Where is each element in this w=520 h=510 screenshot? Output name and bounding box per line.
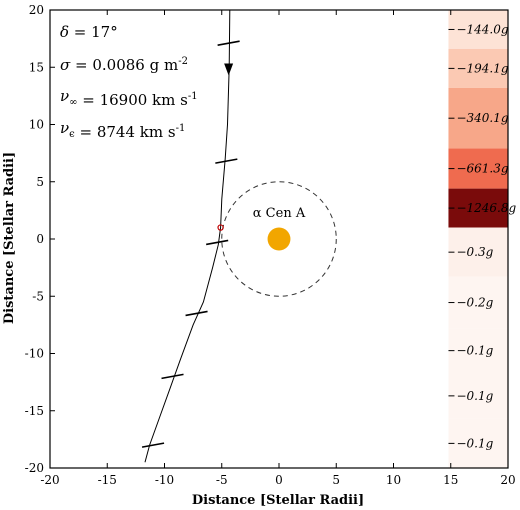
parameter-annotations: δ = 17° σ = 0.0086 g m-2 ν∞ = 16900 km s-1… — [60, 23, 198, 141]
acceleration-band — [448, 276, 508, 329]
time-tick — [141, 442, 165, 448]
time-tick — [217, 40, 240, 46]
x-axis-label: Distance [Stellar Radii] — [192, 493, 364, 508]
acceleration-bands — [448, 10, 508, 468]
band-label: −144.0g — [456, 22, 508, 36]
band-label: −0.1g — [456, 389, 493, 403]
acceleration-band — [448, 188, 508, 228]
band-label: −0.2g — [456, 296, 493, 310]
acceleration-band — [448, 10, 508, 49]
acceleration-band — [448, 148, 508, 189]
band-label: −0.1g — [456, 344, 493, 358]
x-tick-label: -20 — [40, 473, 59, 487]
x-tick-label: 0 — [275, 473, 283, 487]
y-tick-label: -5 — [32, 289, 44, 303]
band-label: −1246.8g — [456, 201, 516, 215]
x-tick-label: -15 — [98, 473, 117, 487]
acceleration-band — [448, 372, 508, 419]
parameter-annotation: σ = 0.0086 g m-2 — [60, 56, 188, 74]
y-tick-label: 20 — [29, 3, 44, 17]
star-label: α Cen A — [253, 206, 306, 221]
parameter-annotation: δ = 17° — [60, 23, 118, 41]
time-tick — [215, 158, 238, 164]
comet-trajectory — [144, 9, 231, 463]
x-tick-label: 20 — [500, 473, 515, 487]
band-label: −340.1g — [456, 111, 508, 125]
time-tick — [185, 310, 208, 317]
y-tick-label: 10 — [29, 118, 44, 132]
band-label: −0.3g — [456, 245, 493, 259]
x-tick-label: 5 — [332, 473, 340, 487]
acceleration-band — [448, 328, 508, 373]
star-influence-ring — [221, 181, 337, 297]
x-tick-label: 15 — [443, 473, 458, 487]
y-tick-label: -20 — [25, 461, 44, 475]
acceleration-band — [448, 87, 508, 149]
y-tick-label: 0 — [36, 232, 44, 246]
y-tick-label: -10 — [25, 347, 44, 361]
band-label: −661.3g — [456, 162, 508, 176]
x-tick-label: -10 — [155, 473, 174, 487]
acceleration-band — [448, 418, 508, 468]
direction-arrow-icon — [224, 63, 234, 76]
acceleration-band — [448, 227, 508, 277]
band-label: −194.1g — [456, 61, 508, 75]
x-tick-label: -5 — [216, 473, 228, 487]
star-alpha-cen-a — [267, 227, 291, 251]
time-tick — [206, 239, 229, 246]
y-axis-ticks: -20 -15 -10 -5 0 5 10 15 20 — [25, 3, 55, 475]
trajectory-time-ticks — [141, 40, 240, 448]
y-tick-label: 15 — [29, 60, 44, 74]
x-axis-ticks: -20 -15 -10 -5 0 5 10 15 20 — [40, 10, 516, 487]
acceleration-band — [448, 48, 508, 88]
y-tick-label: 5 — [36, 175, 44, 189]
acceleration-band-labels: −144.0g −194.1g −340.1g −661.3g −1246.8g −0.3… — [448, 22, 517, 450]
time-tick — [161, 373, 184, 380]
y-axis-label: Distance [Stellar Radii] — [2, 152, 17, 324]
y-tick-label: -15 — [25, 404, 44, 418]
closest-approach-point — [217, 224, 224, 231]
parameter-annotation: νϵ = 8744 km s-1 — [60, 119, 185, 141]
parameter-annotation: ν∞ = 16900 km s-1 — [60, 87, 198, 109]
band-label: −0.1g — [456, 436, 493, 450]
x-tick-label: 10 — [386, 473, 401, 487]
